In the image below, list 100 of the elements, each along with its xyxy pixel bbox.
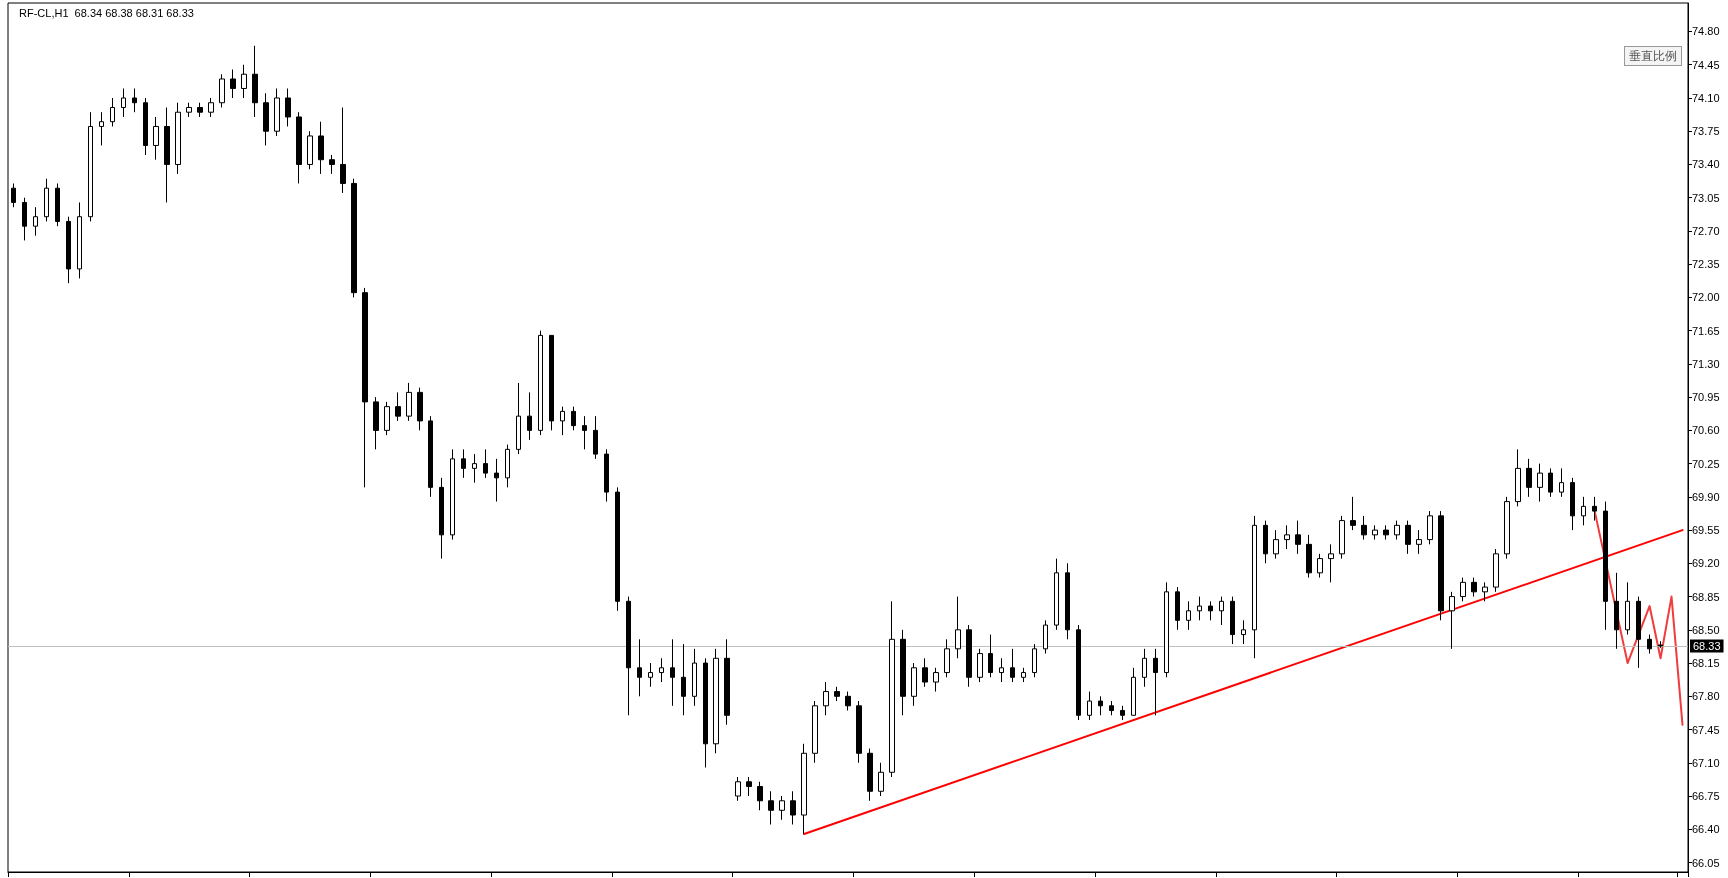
candlestick <box>1394 520 1400 541</box>
candlestick <box>1383 524 1389 541</box>
candlestick <box>428 415 433 498</box>
candlestick <box>1504 496 1510 560</box>
candlestick <box>1328 543 1334 583</box>
candlestick <box>615 486 620 612</box>
candlestick <box>1317 553 1323 579</box>
candlestick <box>1361 515 1367 541</box>
candlestick <box>878 762 884 797</box>
candlestick <box>88 111 93 222</box>
candlestick <box>1460 577 1466 602</box>
candlestick <box>252 45 258 118</box>
candlestick <box>527 391 532 441</box>
candlestick <box>549 334 554 431</box>
y-tick-label: 69.90 <box>1692 490 1720 503</box>
candlestick <box>395 391 401 422</box>
candlestick <box>626 596 631 716</box>
candlestick <box>340 106 346 194</box>
y-tick-label: 68.50 <box>1692 623 1720 636</box>
candlestick <box>582 415 587 450</box>
candlestick <box>1098 695 1103 716</box>
candlestick <box>417 387 423 431</box>
candlestick <box>560 406 565 436</box>
candlestick <box>724 638 730 726</box>
y-tick-label: 74.80 <box>1692 25 1720 38</box>
candlestick <box>1186 600 1191 631</box>
candlestick <box>318 121 324 175</box>
candlestick <box>1493 548 1499 593</box>
y-tick-label: 66.40 <box>1692 823 1720 836</box>
candlestick <box>1219 596 1224 626</box>
candlestick <box>99 111 104 146</box>
candlestick <box>1043 619 1048 655</box>
candlestick <box>186 102 192 118</box>
candlestick <box>1230 596 1235 645</box>
candlestick <box>922 657 928 688</box>
candlestick <box>1658 640 1663 649</box>
annotation: 垂直比例 <box>1629 49 1677 63</box>
candlestick <box>1416 529 1422 555</box>
candlestick <box>1570 477 1575 531</box>
candlestick <box>867 748 873 802</box>
candlestick <box>44 178 49 222</box>
candlestick <box>1306 534 1312 579</box>
candlestick <box>955 596 961 659</box>
y-tick-label: 73.05 <box>1692 191 1720 204</box>
candlestick <box>1614 572 1619 650</box>
candlestick <box>450 448 455 541</box>
candlestick <box>307 130 313 170</box>
candlestick <box>1197 596 1202 621</box>
candlestick <box>373 396 379 450</box>
candlestick <box>604 448 609 503</box>
candlestick <box>296 111 302 184</box>
candlestick <box>66 216 71 284</box>
y-tick-label: 72.00 <box>1692 291 1720 304</box>
y-tick-label: 70.95 <box>1692 391 1720 404</box>
candlestick <box>944 638 950 678</box>
y-tick-label: 69.20 <box>1692 557 1720 570</box>
candlestick <box>1471 577 1477 598</box>
candlestick <box>999 657 1004 683</box>
candlestick <box>593 415 598 460</box>
candlestick <box>1548 467 1553 498</box>
candlestick <box>472 453 477 484</box>
y-tick-label: 74.45 <box>1692 58 1720 71</box>
candlestick <box>1636 596 1641 669</box>
y-tick-label: 71.65 <box>1692 324 1720 337</box>
candlestick <box>1142 648 1147 688</box>
candlestick <box>571 406 576 431</box>
candlestick <box>1438 510 1444 621</box>
candlestick <box>1405 520 1411 555</box>
candlestick <box>889 600 895 778</box>
line-series <box>1593 510 1684 726</box>
candlestick <box>977 648 983 683</box>
candlestick <box>1153 648 1158 716</box>
candlestick <box>164 106 170 203</box>
candlestick <box>11 182 16 208</box>
candlestick <box>757 781 763 811</box>
candlestick <box>1054 558 1059 631</box>
candlestick <box>362 287 368 488</box>
candlestick <box>153 116 159 161</box>
candlestick <box>208 97 214 118</box>
candlestick <box>384 401 390 436</box>
candlestick <box>1647 634 1652 655</box>
candlestick <box>790 790 796 826</box>
candlestick <box>55 182 60 227</box>
candlestick <box>1263 520 1268 564</box>
candlestick <box>1131 667 1136 716</box>
candlestick <box>1021 667 1026 683</box>
candlestick <box>845 691 851 712</box>
candlestick <box>132 87 137 113</box>
y-tick-label: 68.15 <box>1692 657 1720 670</box>
candlestick <box>1482 581 1488 602</box>
candlestick <box>1087 691 1092 721</box>
candlestick <box>230 68 236 99</box>
candlestick <box>494 458 499 503</box>
y-tick-label: 73.75 <box>1692 125 1720 138</box>
candlestick <box>681 643 686 716</box>
candlestick <box>746 776 752 797</box>
candlestick <box>834 686 840 702</box>
chart-title: RF-CL,H1 68.34 68.38 68.31 68.33 <box>19 6 194 19</box>
candlestick <box>1559 467 1564 498</box>
candlestick <box>1010 648 1015 683</box>
